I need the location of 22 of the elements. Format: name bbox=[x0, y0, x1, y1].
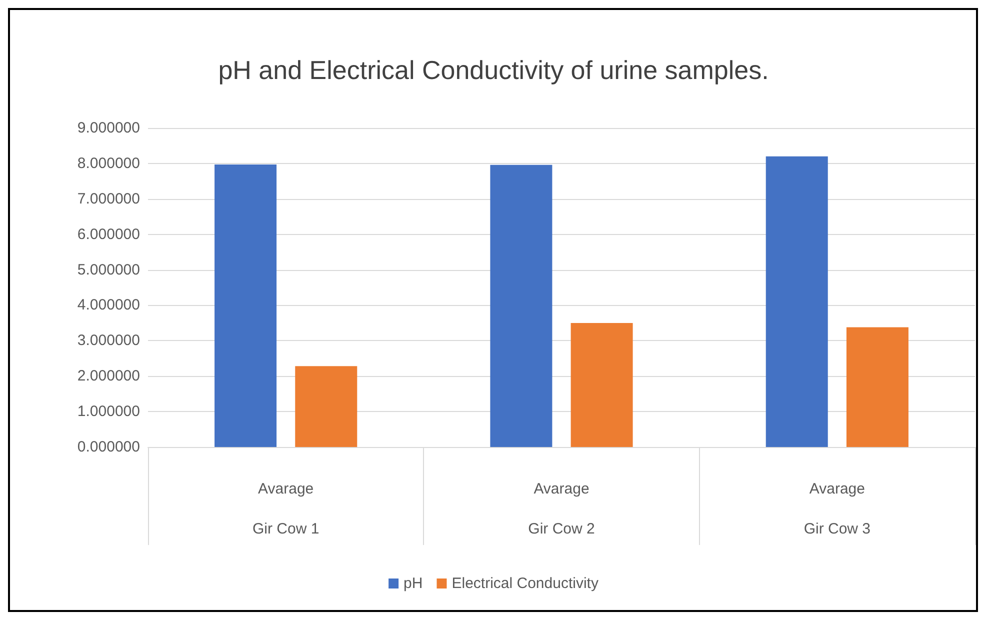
y-tick-label: 1.000000 bbox=[77, 403, 140, 420]
y-tick-label: 5.000000 bbox=[77, 261, 140, 278]
bar bbox=[214, 164, 277, 447]
category-label: Avarage Gir Cow 2 bbox=[528, 480, 595, 538]
y-tick-label: 4.000000 bbox=[77, 296, 140, 314]
bar bbox=[766, 156, 828, 447]
bar bbox=[570, 322, 633, 447]
category-label: Avarage Gir Cow 3 bbox=[804, 480, 871, 538]
y-tick-label: 9.000000 bbox=[77, 120, 140, 136]
y-tick-label: 7.000000 bbox=[77, 190, 140, 208]
legend-label: Electrical Conductivity bbox=[452, 575, 599, 592]
y-tick-label: 0.000000 bbox=[77, 438, 140, 456]
bar bbox=[295, 366, 358, 447]
y-tick-label: 2.000000 bbox=[77, 368, 140, 385]
y-tick-label: 3.000000 bbox=[77, 332, 140, 350]
category-label: Avarage Gir Cow 1 bbox=[252, 480, 320, 538]
legend-label: pH bbox=[404, 575, 423, 592]
bar bbox=[490, 164, 552, 447]
y-tick-label: 6.000000 bbox=[77, 226, 140, 243]
chart-title: pH and Electrical Conductivity of urine samples. bbox=[218, 55, 769, 85]
bar bbox=[846, 327, 908, 447]
y-tick-label: 8.000000 bbox=[77, 154, 140, 172]
